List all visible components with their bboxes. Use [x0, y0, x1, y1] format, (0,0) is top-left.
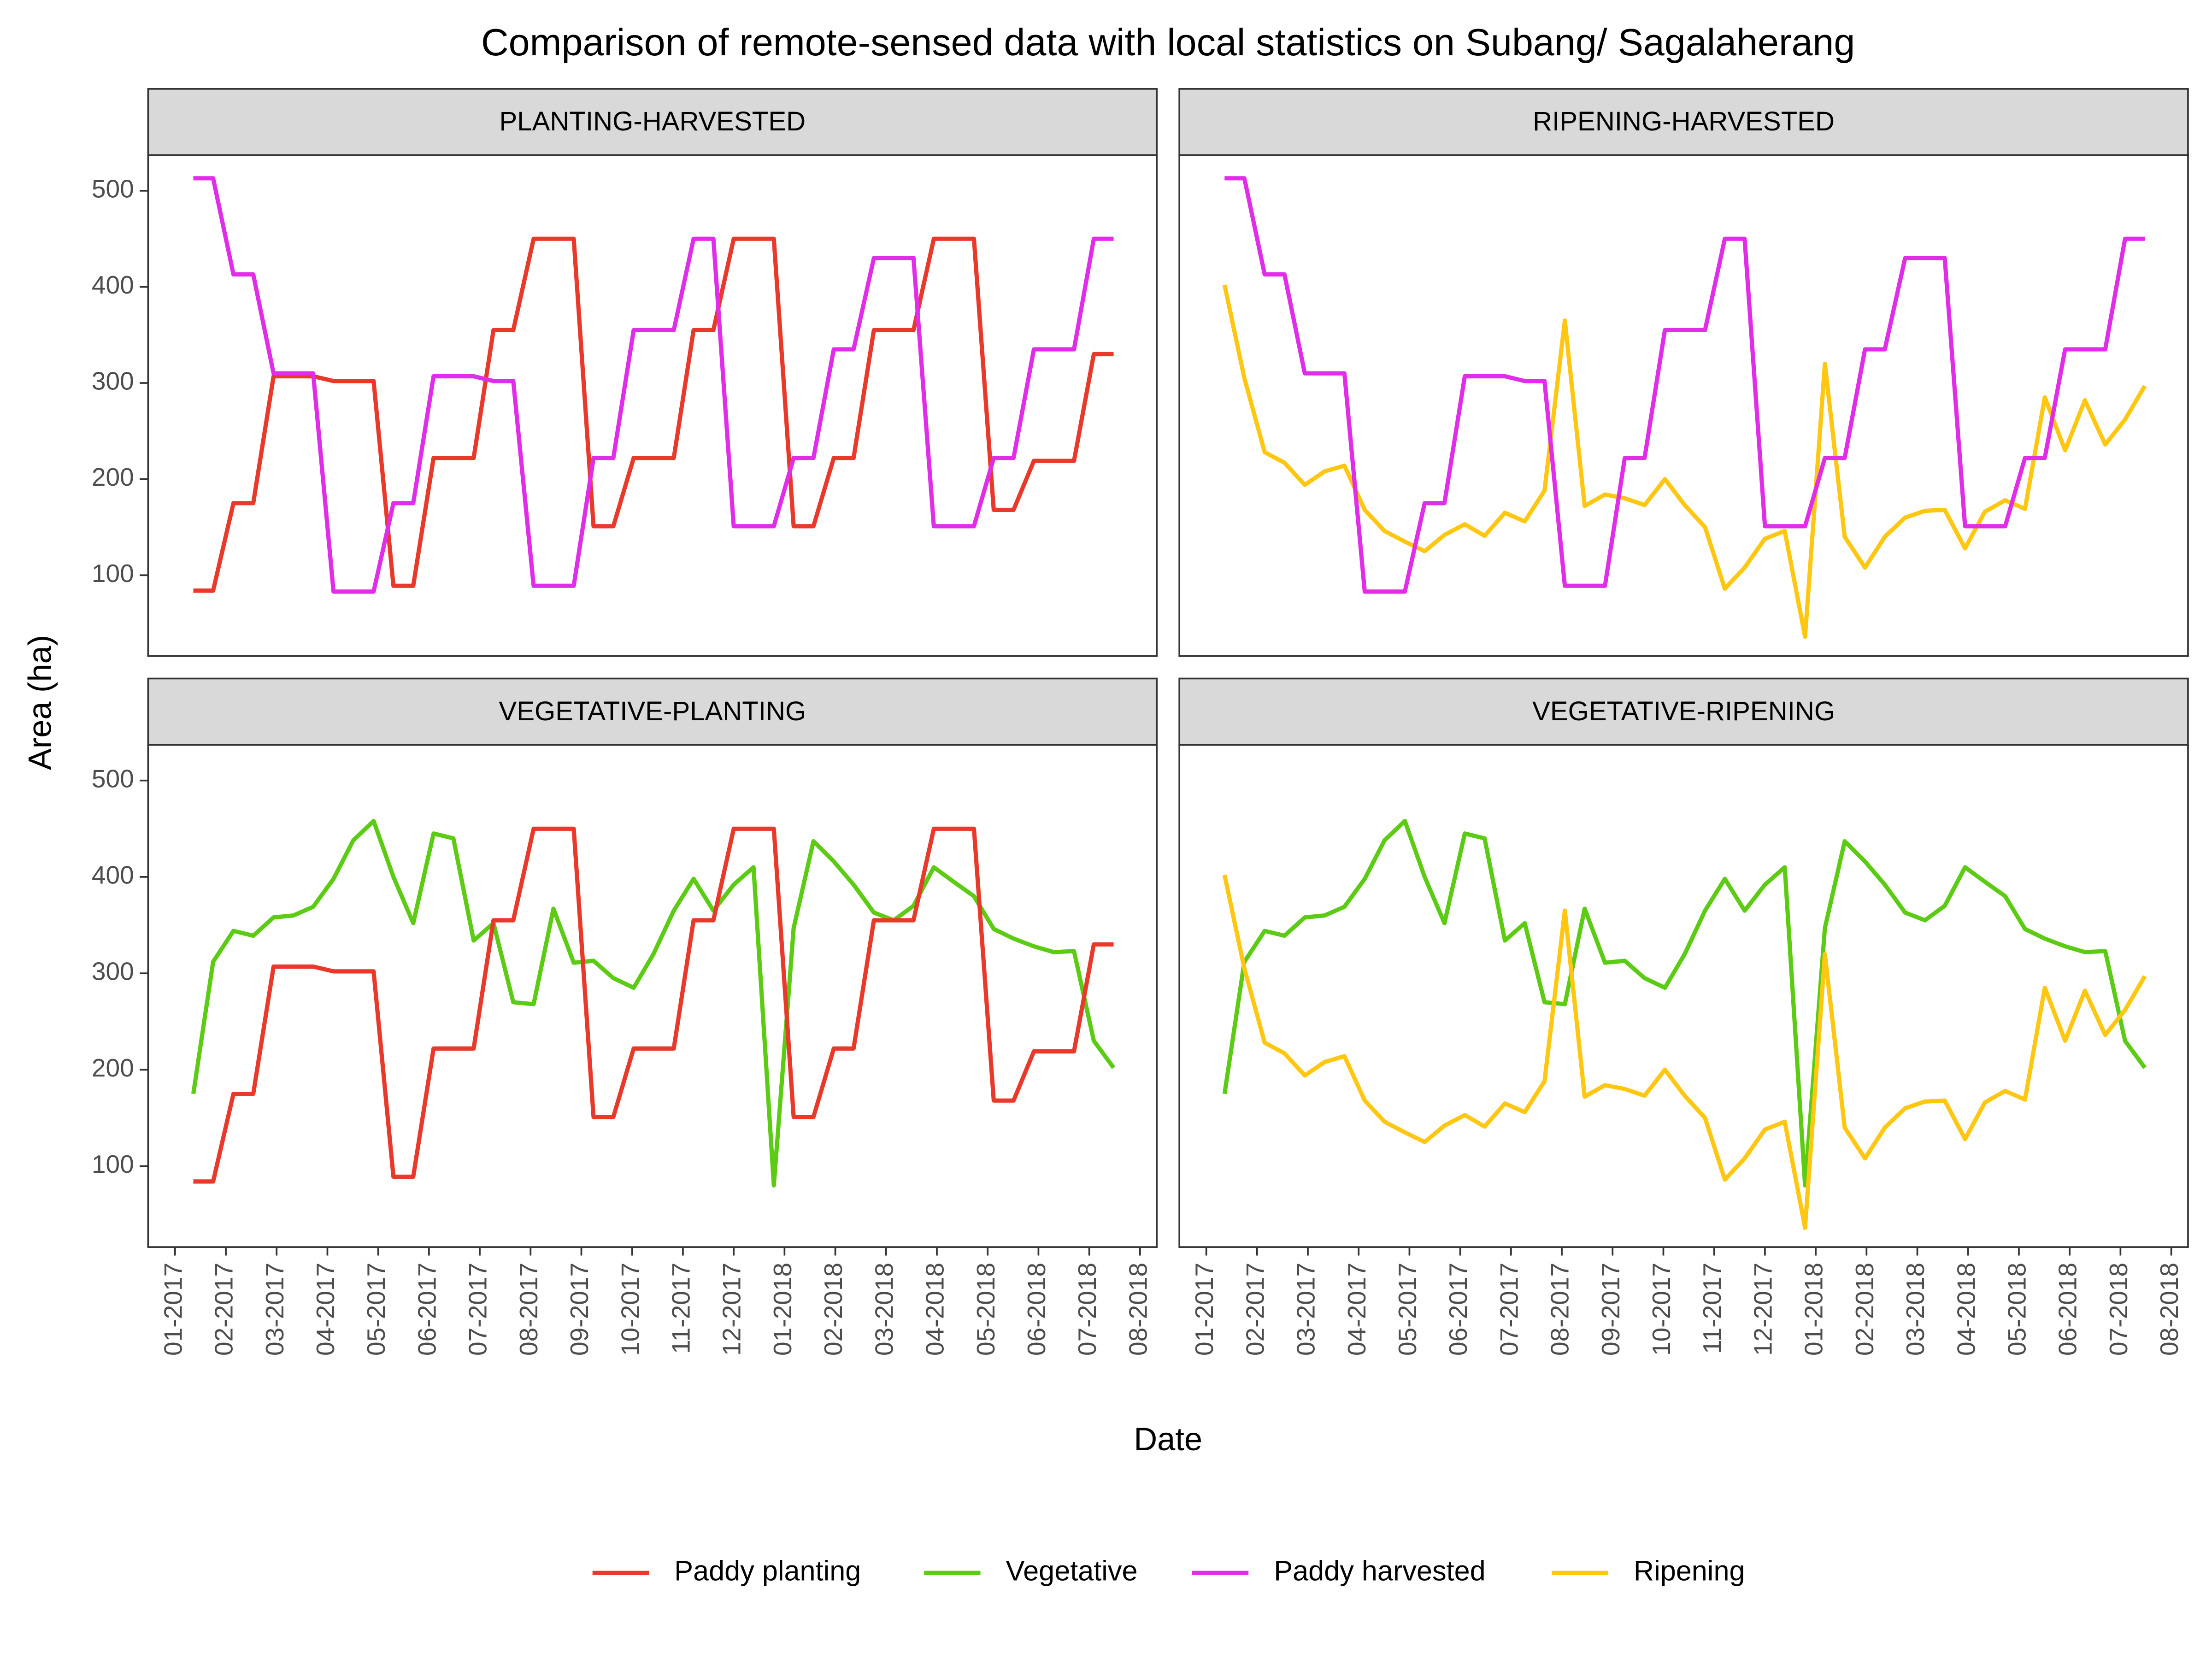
- y-tick-label: 200: [92, 1053, 134, 1082]
- x-tick-label: 03-2017: [260, 1263, 289, 1356]
- x-tick-label: 01-2018: [1800, 1263, 1828, 1356]
- x-tick-label: 07-2017: [1494, 1263, 1523, 1356]
- x-tick-label: 09-2017: [565, 1263, 594, 1356]
- series-line: [193, 826, 1114, 1184]
- series-line: [1222, 818, 2147, 1188]
- x-tick-label: 03-2017: [1292, 1263, 1320, 1356]
- x-tick-label: 09-2017: [1596, 1263, 1625, 1356]
- x-tick-label: 06-2017: [1444, 1263, 1472, 1356]
- x-tick-label: 01-2017: [159, 1263, 187, 1356]
- panel-title: VEGETATIVE-PLANTING: [499, 696, 806, 726]
- x-tick-label: 03-2018: [870, 1263, 898, 1356]
- x-tick-label: 06-2017: [412, 1263, 441, 1356]
- x-tick-label: 02-2017: [1241, 1263, 1269, 1356]
- y-tick-label: 500: [92, 174, 134, 203]
- strip: [1178, 88, 2189, 156]
- panel-title: VEGETATIVE-RIPENING: [1532, 696, 1835, 726]
- x-tick-label: 08-2017: [1546, 1263, 1574, 1356]
- x-tick-label: 01-2017: [1190, 1263, 1218, 1356]
- x-tick-label: 12-2017: [718, 1263, 746, 1356]
- legend-label: Ripening: [1634, 1555, 1745, 1586]
- series-line: [1224, 176, 2145, 594]
- series-line: [193, 176, 1114, 594]
- x-tick-label: 04-2017: [1342, 1263, 1371, 1356]
- series-line: [1222, 874, 2147, 1230]
- x-tick-label: 02-2017: [210, 1263, 238, 1356]
- x-tick-label: 03-2018: [1901, 1263, 1930, 1356]
- x-tick-label: 07-2017: [464, 1263, 492, 1356]
- x-tick-label: 07-2018: [2104, 1263, 2133, 1356]
- y-tick-label: 100: [92, 559, 134, 588]
- x-tick-label: 05-2018: [971, 1263, 1000, 1356]
- y-tick-label: 300: [92, 367, 134, 395]
- x-tick-label: 01-2018: [768, 1263, 797, 1356]
- x-tick-label: 04-2018: [921, 1263, 949, 1356]
- panel: [1178, 154, 2189, 657]
- x-tick-label: 12-2017: [1748, 1263, 1777, 1356]
- chart-title: Comparison of remote-sensed data with lo…: [481, 21, 1855, 64]
- x-tick-label: 07-2018: [1073, 1263, 1101, 1356]
- x-tick-label: 11-2017: [667, 1263, 695, 1354]
- y-tick-label: 400: [92, 271, 134, 299]
- y-tick-label: 300: [92, 957, 134, 986]
- series-line: [1222, 284, 2147, 639]
- x-tick-label: 06-2018: [1022, 1263, 1051, 1356]
- y-tick-label: 200: [92, 463, 134, 491]
- series-line: [193, 236, 1114, 593]
- y-axis-title: Area (ha): [21, 635, 58, 770]
- x-tick-label: 06-2018: [2053, 1263, 2082, 1356]
- x-tick-label: 08-2018: [1124, 1263, 1152, 1356]
- legend-label: Paddy planting: [674, 1555, 861, 1586]
- y-tick-label: 500: [92, 764, 134, 793]
- x-axis-title: Date: [1134, 1421, 1202, 1457]
- x-tick-label: 10-2017: [616, 1263, 644, 1356]
- x-tick-label: 11-2017: [1698, 1263, 1726, 1354]
- legend-label: Paddy harvested: [1274, 1555, 1485, 1586]
- x-tick-label: 08-2018: [2155, 1263, 2183, 1356]
- panel: [147, 154, 1158, 657]
- x-tick-label: 05-2018: [2003, 1263, 2031, 1356]
- x-tick-label: 10-2017: [1647, 1263, 1676, 1356]
- x-tick-label: 05-2017: [1393, 1263, 1422, 1356]
- y-tick-label: 100: [92, 1150, 134, 1178]
- series-line: [191, 818, 1116, 1188]
- strip: [1178, 677, 2189, 746]
- panel: [147, 744, 1158, 1248]
- x-tick-label: 04-2017: [311, 1263, 340, 1356]
- x-tick-label: 04-2018: [1952, 1263, 1980, 1356]
- panel-title: PLANTING-HARVESTED: [500, 106, 806, 136]
- strip: [147, 88, 1158, 156]
- x-tick-label: 08-2017: [514, 1263, 543, 1356]
- x-tick-label: 02-2018: [1850, 1263, 1879, 1356]
- y-tick-label: 400: [92, 860, 134, 889]
- legend-label: Vegetative: [1006, 1555, 1138, 1586]
- x-tick-label: 02-2018: [819, 1263, 847, 1356]
- panel: [1178, 744, 2189, 1248]
- x-tick-label: 05-2017: [362, 1263, 390, 1356]
- panel-title: RIPENING-HARVESTED: [1533, 106, 1835, 136]
